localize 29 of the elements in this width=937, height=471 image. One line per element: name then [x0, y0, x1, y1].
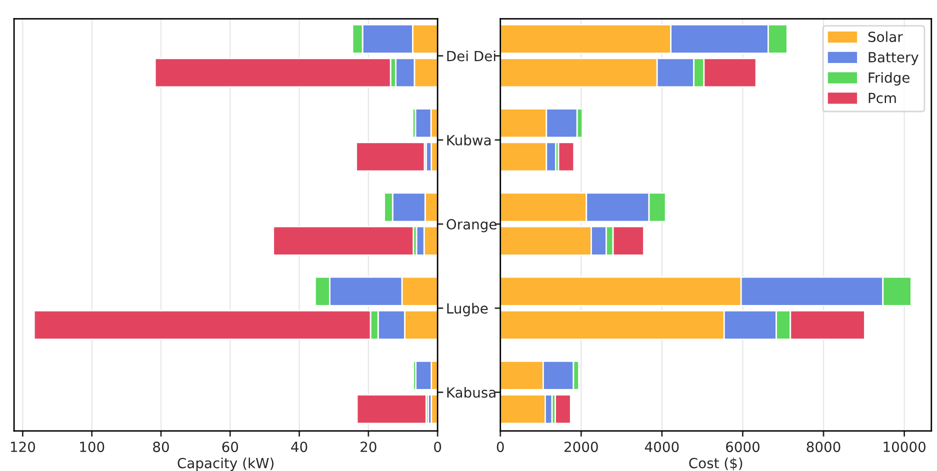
bar [558, 142, 575, 172]
x-tick-label: 4000 [644, 442, 679, 452]
y-tick-label: Lugbe [447, 302, 488, 316]
x-tick-label: 2000 [564, 442, 598, 452]
legend-label: Pcm [868, 92, 896, 104]
x-tick-label: 60 [222, 442, 238, 452]
y-tick-label: Dei Dei [447, 50, 496, 62]
x-tick-label: 0 [496, 442, 504, 452]
bar [356, 394, 427, 424]
x-axis-title: Capacity (kW) [178, 458, 274, 471]
x-tick-label: 100 [80, 442, 104, 452]
x-tick-label: 20 [360, 442, 376, 452]
y-tick-label: Orange [446, 219, 496, 232]
legend-label: Battery [868, 52, 918, 66]
bar [554, 394, 572, 424]
legend-label: Fridge [868, 72, 910, 86]
bar [356, 142, 426, 172]
bar [272, 226, 414, 256]
x-tick-label: 120 [10, 442, 36, 452]
x-tick-label: 0 [434, 442, 442, 452]
x-tick-label: 10000 [884, 442, 926, 452]
y-tick-label: Kabusa [447, 387, 496, 398]
y-tick-label: Kubwa [447, 134, 491, 146]
x-axis-title: Cost ($) [689, 458, 742, 470]
x-tick-label: 8000 [806, 442, 840, 452]
x-tick-label: 6000 [726, 442, 760, 452]
x-tick-label: 80 [153, 442, 169, 452]
legend-label: Solar [868, 31, 903, 42]
x-tick-label: 40 [291, 442, 308, 452]
